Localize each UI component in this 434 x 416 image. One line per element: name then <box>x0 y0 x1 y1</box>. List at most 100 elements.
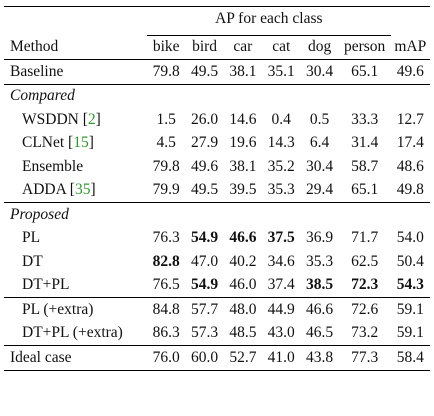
value-cell: 76.0 <box>147 345 186 371</box>
value-cell: 38.5 <box>306 276 334 294</box>
value-cell: 48.0 <box>223 297 263 322</box>
results-table-figure: AP for each class Method bike bird car c… <box>0 6 434 416</box>
section-label-compared: Compared <box>4 83 430 108</box>
value-cell: 46.0 <box>229 276 257 294</box>
method-cell: DT <box>22 252 43 270</box>
value-cell: 27.9 <box>190 134 219 152</box>
value-cell: 36.9 <box>306 229 334 247</box>
value-cell: 49.5 <box>190 181 219 199</box>
results-table: AP for each class Method bike bird car c… <box>4 6 430 371</box>
value-cell: 44.9 <box>262 297 301 322</box>
value-cell: 40.2 <box>229 252 257 270</box>
value-cell: 73.2 <box>351 324 379 342</box>
value-cell: 43.0 <box>267 324 295 342</box>
value-cell: 57.7 <box>185 297 224 322</box>
value-cell: 39.5 <box>229 181 257 199</box>
method-cell: PL (+extra) <box>4 297 148 322</box>
citation-link[interactable]: 35 <box>74 181 91 199</box>
value-cell: 17.4 <box>396 134 424 152</box>
value-cell: 41.0 <box>262 345 301 371</box>
section-label-proposed: Proposed <box>4 202 430 227</box>
value-cell: 54.0 <box>396 229 424 247</box>
value-cell: 79.8 <box>147 59 186 84</box>
col-header-cat: cat <box>272 38 291 56</box>
value-cell: 77.3 <box>338 345 391 371</box>
value-cell: 54.9 <box>190 276 219 294</box>
value-cell: 49.6 <box>190 157 219 175</box>
value-cell: 52.7 <box>223 345 263 371</box>
value-cell: 46.6 <box>229 229 257 247</box>
method-cell: DT+PL <box>22 276 70 294</box>
ap-group-label: AP for each class <box>215 9 323 27</box>
col-header-bike: bike <box>152 38 180 56</box>
header-rule-row <box>4 30 430 36</box>
value-cell: 48.6 <box>396 157 424 175</box>
col-header-dog: dog <box>307 38 332 56</box>
table-row: PL (+extra) 84.8 57.7 48.0 44.9 46.6 72.6 59.1 <box>4 297 430 322</box>
col-header-map: mAP <box>394 38 427 55</box>
value-cell: 35.1 <box>262 59 301 84</box>
value-cell: 26.0 <box>190 110 219 128</box>
value-cell: 59.1 <box>390 297 430 322</box>
value-cell: 79.8 <box>152 157 180 175</box>
section-row-compared: Compared <box>4 83 430 108</box>
value-cell: 72.6 <box>338 297 391 322</box>
value-cell: 84.8 <box>147 297 186 322</box>
value-cell: 30.4 <box>300 59 339 84</box>
method-cell: Ensemble <box>22 157 84 175</box>
method-cell: DT+PL (+extra) <box>22 324 123 342</box>
value-cell: 49.5 <box>185 59 224 84</box>
value-cell: 6.4 <box>309 134 330 152</box>
value-cell: 38.1 <box>229 157 257 175</box>
value-cell: 4.5 <box>156 134 176 152</box>
value-cell: 14.3 <box>267 134 295 152</box>
header-columns-row: Method bike bird car cat dog person mAP <box>4 35 430 60</box>
value-cell: 65.1 <box>351 181 379 199</box>
header-group-row: AP for each class <box>4 6 430 31</box>
col-header-bird: bird <box>192 38 218 56</box>
method-cell: CLNet [15] <box>22 134 94 152</box>
value-cell: 19.6 <box>229 134 257 152</box>
table-row: PL 76.3 54.9 46.6 37.5 36.9 71.7 54.0 <box>4 227 430 251</box>
value-cell: 47.0 <box>190 252 219 270</box>
value-cell: 38.1 <box>223 59 263 84</box>
table-row: CLNet [15] 4.5 27.9 19.6 14.3 6.4 31.4 17.4 <box>4 132 430 156</box>
method-cell: Ideal case <box>4 345 148 371</box>
section-row-proposed: Proposed <box>4 202 430 227</box>
value-cell: 35.2 <box>267 157 295 175</box>
value-cell: 46.6 <box>300 297 339 322</box>
value-cell: 1.5 <box>156 110 176 128</box>
value-cell: 49.6 <box>390 59 430 84</box>
value-cell: 35.3 <box>267 181 295 199</box>
table-row: DT+PL (+extra) 86.3 57.3 48.5 43.0 46.5 73.2 5… <box>4 322 430 346</box>
value-cell: 59.1 <box>396 324 424 342</box>
value-cell: 31.4 <box>351 134 379 152</box>
citation-link[interactable]: 2 <box>87 110 96 128</box>
method-cell: ADDA [35] <box>22 181 96 199</box>
value-cell: 58.7 <box>351 157 379 175</box>
value-cell: 14.6 <box>229 110 257 128</box>
method-header: Method <box>10 38 59 55</box>
value-cell: 35.3 <box>306 252 334 270</box>
value-cell: 43.8 <box>300 345 339 371</box>
table-row: DT 82.8 47.0 40.2 34.6 35.3 62.5 50.4 <box>4 250 430 274</box>
value-cell: 37.5 <box>267 229 295 247</box>
table-row: DT+PL 76.5 54.9 46.0 37.4 38.5 72.3 54.3 <box>4 274 430 298</box>
method-cell: Baseline <box>4 59 148 84</box>
value-cell: 57.3 <box>190 324 219 342</box>
value-cell: 82.8 <box>152 252 180 270</box>
citation-link[interactable]: 15 <box>73 134 89 152</box>
value-cell: 60.0 <box>185 345 224 371</box>
value-cell: 29.4 <box>306 181 334 199</box>
col-header-person: person <box>343 38 386 56</box>
value-cell: 76.3 <box>152 229 180 247</box>
table-row: ADDA [35] 79.9 49.5 39.5 35.3 29.4 65.1 49.8 <box>4 179 430 203</box>
value-cell: 37.4 <box>267 276 295 294</box>
value-cell: 58.4 <box>390 345 430 371</box>
method-cell: WSDDN [2] <box>22 110 101 128</box>
value-cell: 49.8 <box>396 181 424 199</box>
value-cell: 54.3 <box>396 276 424 294</box>
value-cell: 33.3 <box>351 110 379 128</box>
table-row: Ensemble 79.8 49.6 38.1 35.2 30.4 58.7 48.6 <box>4 155 430 179</box>
value-cell: 72.3 <box>351 276 379 294</box>
